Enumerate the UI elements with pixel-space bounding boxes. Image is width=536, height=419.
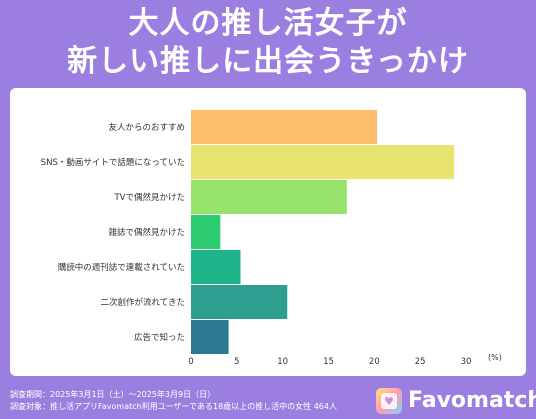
survey-target: 調査対象：推し活アプリFavomatch利用ユーザーである18歳以上の推し活中の… bbox=[10, 402, 337, 411]
category-label-3: TVで偶然見かけた bbox=[113, 192, 185, 203]
x-tick-label-1: 0 bbox=[188, 357, 193, 367]
bar-7 bbox=[191, 320, 229, 354]
category-label-1: 友人からのおすすめ bbox=[108, 122, 185, 133]
category-label-7: 広告で知った bbox=[134, 332, 185, 343]
x-tick-label-2: 5 bbox=[234, 357, 239, 367]
chart-title-line-1: 大人の推し活女子が bbox=[128, 6, 408, 41]
survey-period: 調査期間：2025年3月1日（土）〜2025年3月9日（日） bbox=[10, 390, 216, 399]
x-unit-label: (%) bbox=[488, 353, 502, 362]
bar-chart: 友人からのおすすめ SNS・動画サイトで話題になっていた TVで偶然見かけた雑誌で偶… bbox=[41, 110, 502, 367]
bar-1 bbox=[191, 110, 378, 144]
category-label-6: 二次創作が流れてきた bbox=[101, 297, 186, 308]
category-label-5: 購読中の週刊誌で連載されていた bbox=[58, 262, 185, 273]
chart-title-line-2: 新しい推しに出会うきっかけ bbox=[67, 44, 469, 79]
x-tick-label-7: 30 bbox=[461, 357, 472, 367]
bar-3 bbox=[191, 180, 347, 214]
x-tick-label-6: 25 bbox=[415, 357, 426, 367]
bar-5 bbox=[191, 250, 241, 284]
favomatch-logo-icon: ♥ bbox=[376, 388, 402, 414]
logo-text: Favomatch bbox=[408, 388, 536, 413]
x-tick-label-4: 15 bbox=[323, 357, 334, 367]
bar-6 bbox=[191, 285, 288, 319]
x-tick-label-3: 10 bbox=[277, 357, 288, 367]
logo-heart-icon: ♥ bbox=[381, 393, 397, 409]
category-label-4: 雑誌で偶然見かけた bbox=[108, 227, 185, 238]
bar-4 bbox=[191, 215, 221, 249]
x-tick-label-5: 20 bbox=[369, 357, 380, 367]
category-label-2: SNS・動画サイトで話題になっていた bbox=[41, 157, 185, 168]
bar-2 bbox=[191, 145, 455, 179]
chart-card: 友人からのおすすめ SNS・動画サイトで話題になっていた TVで偶然見かけた 雑誌で偶… bbox=[10, 88, 526, 376]
